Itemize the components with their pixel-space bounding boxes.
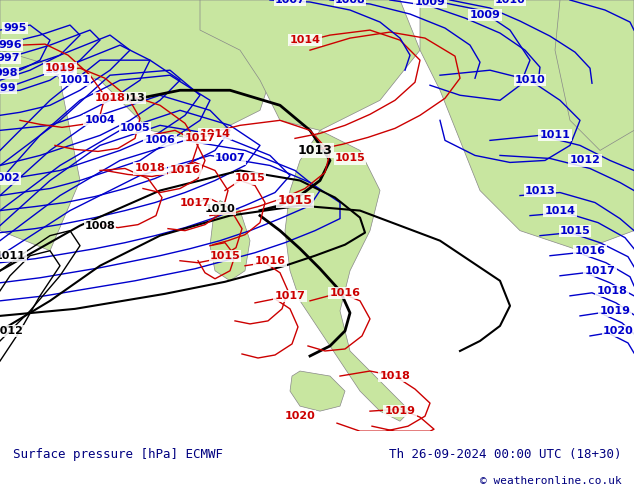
Text: Th 26-09-2024 00:00 UTC (18+30): Th 26-09-2024 00:00 UTC (18+30): [389, 448, 621, 461]
Text: 1016: 1016: [254, 256, 285, 266]
Polygon shape: [0, 0, 80, 251]
Text: 1005: 1005: [120, 123, 150, 133]
Text: 1008: 1008: [335, 0, 365, 5]
Text: 1011: 1011: [540, 130, 571, 140]
Polygon shape: [0, 0, 280, 141]
Text: 1013: 1013: [524, 186, 555, 196]
Text: 1018: 1018: [134, 164, 165, 173]
Text: 1015: 1015: [335, 153, 365, 164]
Text: 1020: 1020: [285, 411, 315, 421]
Polygon shape: [555, 0, 634, 150]
Text: 1012: 1012: [0, 326, 23, 336]
Text: 1013: 1013: [115, 93, 145, 103]
Text: 1018: 1018: [380, 371, 410, 381]
Text: 1015: 1015: [235, 173, 266, 183]
Text: Surface pressure [hPa] ECMWF: Surface pressure [hPa] ECMWF: [13, 448, 223, 461]
Text: 1001: 1001: [60, 75, 91, 85]
Text: 1007: 1007: [275, 0, 306, 5]
Text: 999: 999: [0, 83, 16, 93]
Text: 1014: 1014: [200, 129, 231, 139]
Text: 1020: 1020: [603, 326, 633, 336]
Polygon shape: [420, 0, 634, 251]
Text: 995: 995: [3, 23, 27, 33]
Text: 1016: 1016: [330, 288, 361, 298]
Text: 1012: 1012: [569, 155, 600, 166]
Text: 1009: 1009: [470, 10, 500, 20]
Text: 1017: 1017: [179, 197, 210, 208]
Text: 996: 996: [0, 40, 22, 50]
Text: 1015: 1015: [210, 251, 240, 261]
Text: 1010: 1010: [495, 0, 526, 5]
Text: 1009: 1009: [415, 0, 446, 7]
Polygon shape: [200, 0, 420, 130]
Text: 1018: 1018: [94, 93, 126, 103]
Text: 1018: 1018: [597, 286, 628, 296]
Text: 1017: 1017: [275, 291, 306, 301]
Polygon shape: [285, 130, 410, 421]
Text: 1016: 1016: [574, 245, 605, 256]
Text: 998: 998: [0, 68, 18, 78]
Text: 1002: 1002: [0, 173, 20, 183]
Text: 1016: 1016: [169, 166, 200, 175]
Polygon shape: [290, 371, 345, 411]
Text: 1017: 1017: [585, 266, 616, 276]
Text: 1013: 1013: [297, 144, 332, 157]
Text: 1007: 1007: [215, 153, 245, 164]
Text: 1008: 1008: [84, 220, 115, 231]
Text: 1014: 1014: [545, 206, 576, 216]
Text: 1010: 1010: [515, 75, 545, 85]
Text: 1019: 1019: [600, 306, 630, 316]
Text: 1019: 1019: [384, 406, 415, 416]
Text: 1000: 1000: [44, 65, 75, 75]
Text: 1019: 1019: [44, 63, 75, 73]
Text: 1010: 1010: [205, 203, 235, 214]
Text: © weatheronline.co.uk: © weatheronline.co.uk: [479, 476, 621, 486]
Text: 1014: 1014: [290, 35, 321, 45]
Text: 1015: 1015: [560, 225, 590, 236]
Text: 1011: 1011: [0, 251, 25, 261]
Text: 1006: 1006: [145, 135, 176, 146]
Text: 1004: 1004: [84, 115, 115, 125]
Text: 1015: 1015: [278, 194, 313, 207]
Polygon shape: [210, 200, 250, 281]
Text: 997: 997: [0, 53, 20, 63]
Text: 1017: 1017: [184, 133, 216, 144]
